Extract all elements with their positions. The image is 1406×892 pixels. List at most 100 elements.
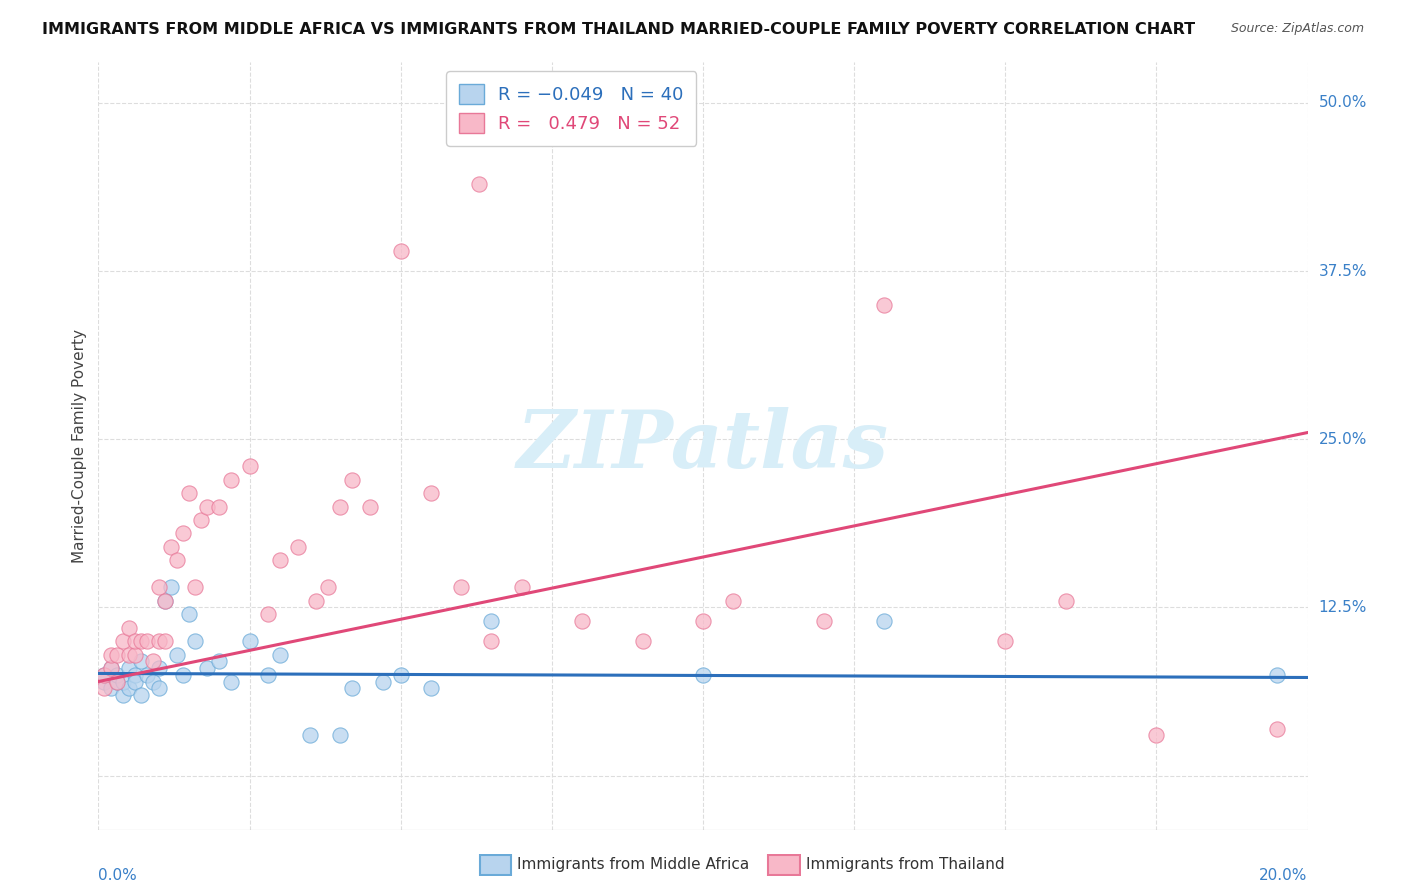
Point bbox=[329, 500, 352, 514]
Point bbox=[723, 594, 745, 608]
Point bbox=[105, 674, 128, 689]
Point bbox=[100, 648, 122, 662]
Point bbox=[93, 674, 115, 689]
Point bbox=[873, 614, 896, 628]
Point bbox=[179, 607, 201, 622]
Point bbox=[100, 681, 122, 696]
Point bbox=[129, 654, 152, 668]
Point bbox=[1267, 667, 1289, 681]
Text: 37.5%: 37.5% bbox=[1319, 263, 1367, 278]
Point bbox=[221, 674, 243, 689]
Point bbox=[111, 674, 134, 689]
Point bbox=[105, 648, 128, 662]
Point bbox=[172, 526, 194, 541]
Point bbox=[129, 634, 152, 648]
Point bbox=[692, 667, 714, 681]
Text: Source: ZipAtlas.com: Source: ZipAtlas.com bbox=[1230, 22, 1364, 36]
Point bbox=[221, 473, 243, 487]
Point bbox=[1144, 728, 1167, 742]
Text: 20.0%: 20.0% bbox=[1260, 869, 1308, 883]
Text: 0.0%: 0.0% bbox=[98, 869, 138, 883]
Point bbox=[172, 667, 194, 681]
Point bbox=[190, 513, 212, 527]
Point bbox=[124, 667, 146, 681]
Point bbox=[239, 459, 262, 474]
Point bbox=[208, 500, 231, 514]
Point bbox=[631, 634, 654, 648]
Point bbox=[1054, 594, 1077, 608]
Point bbox=[316, 580, 339, 594]
Point bbox=[118, 681, 141, 696]
Point bbox=[420, 486, 443, 500]
Point bbox=[329, 728, 352, 742]
Text: ZIPatlas: ZIPatlas bbox=[517, 408, 889, 484]
Point bbox=[481, 634, 503, 648]
Point bbox=[342, 681, 364, 696]
Point bbox=[105, 674, 128, 689]
Point bbox=[481, 614, 503, 628]
Point bbox=[142, 674, 165, 689]
Point bbox=[93, 681, 115, 696]
Text: IMMIGRANTS FROM MIDDLE AFRICA VS IMMIGRANTS FROM THAILAND MARRIED-COUPLE FAMILY : IMMIGRANTS FROM MIDDLE AFRICA VS IMMIGRA… bbox=[42, 22, 1195, 37]
Point bbox=[148, 681, 170, 696]
Point bbox=[571, 614, 593, 628]
Point bbox=[124, 648, 146, 662]
Point bbox=[269, 553, 291, 567]
Point bbox=[93, 667, 115, 681]
Point bbox=[1267, 722, 1289, 736]
Point bbox=[153, 634, 176, 648]
Point bbox=[105, 667, 128, 681]
Point bbox=[160, 540, 183, 554]
Point bbox=[148, 580, 170, 594]
Point bbox=[195, 661, 218, 675]
Point bbox=[195, 500, 218, 514]
Point bbox=[135, 667, 157, 681]
Text: Immigrants from Thailand: Immigrants from Thailand bbox=[806, 857, 1004, 871]
Point bbox=[160, 580, 183, 594]
FancyBboxPatch shape bbox=[768, 855, 800, 875]
Point bbox=[184, 634, 207, 648]
Point bbox=[510, 580, 533, 594]
Point bbox=[166, 648, 188, 662]
Point bbox=[873, 298, 896, 312]
Point bbox=[420, 681, 443, 696]
Point bbox=[299, 728, 322, 742]
Point bbox=[118, 621, 141, 635]
Point bbox=[100, 661, 122, 675]
Point bbox=[389, 667, 412, 681]
Point bbox=[129, 688, 152, 702]
Point bbox=[184, 580, 207, 594]
Point bbox=[111, 634, 134, 648]
Point bbox=[287, 540, 309, 554]
Legend: R = −0.049   N = 40, R =   0.479   N = 52: R = −0.049 N = 40, R = 0.479 N = 52 bbox=[446, 71, 696, 145]
Point bbox=[692, 614, 714, 628]
Point bbox=[256, 607, 278, 622]
Text: 25.0%: 25.0% bbox=[1319, 432, 1367, 447]
Point bbox=[118, 661, 141, 675]
Text: Immigrants from Middle Africa: Immigrants from Middle Africa bbox=[517, 857, 749, 871]
Point bbox=[239, 634, 262, 648]
Point bbox=[148, 661, 170, 675]
Point bbox=[342, 473, 364, 487]
Point bbox=[142, 654, 165, 668]
Point bbox=[208, 654, 231, 668]
Point bbox=[256, 667, 278, 681]
Point bbox=[305, 594, 328, 608]
FancyBboxPatch shape bbox=[479, 855, 512, 875]
Point bbox=[994, 634, 1017, 648]
Point bbox=[135, 634, 157, 648]
Point bbox=[468, 177, 491, 191]
Point bbox=[153, 594, 176, 608]
Y-axis label: Married-Couple Family Poverty: Married-Couple Family Poverty bbox=[72, 329, 87, 563]
Point bbox=[100, 661, 122, 675]
Point bbox=[93, 667, 115, 681]
Text: 50.0%: 50.0% bbox=[1319, 95, 1367, 111]
Point bbox=[148, 634, 170, 648]
Point bbox=[269, 648, 291, 662]
Point bbox=[389, 244, 412, 258]
Point bbox=[360, 500, 382, 514]
Point bbox=[371, 674, 394, 689]
Text: 12.5%: 12.5% bbox=[1319, 600, 1367, 615]
Point bbox=[153, 594, 176, 608]
Point bbox=[166, 553, 188, 567]
